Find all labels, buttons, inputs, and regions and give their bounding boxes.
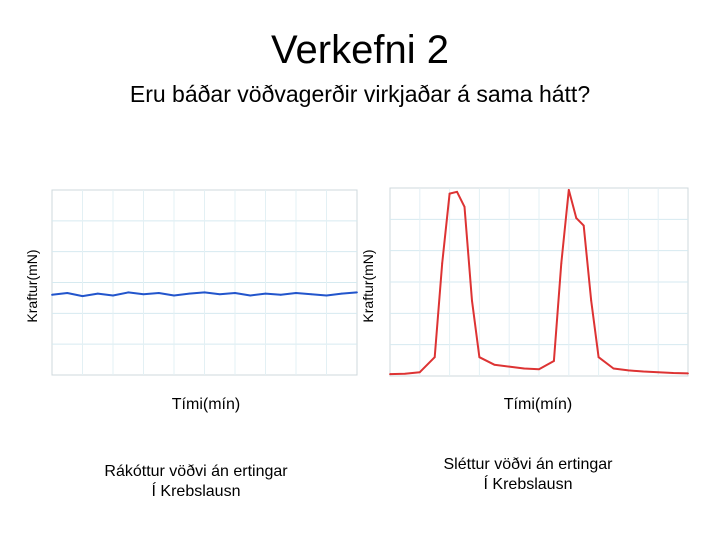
data-point: [642, 370, 645, 373]
slide-title: Verkefni 2: [271, 28, 449, 72]
data-point: [112, 294, 114, 297]
data-point: [418, 371, 421, 374]
data-point: [279, 293, 282, 296]
data-point: [310, 293, 313, 296]
data-point: [356, 291, 358, 294]
data-point: [560, 262, 563, 265]
right-y-axis-label: Kraftur(mN): [360, 249, 376, 323]
data-point: [478, 356, 481, 359]
data-point: [142, 293, 145, 296]
data-point: [687, 372, 689, 375]
left-caption-line2: Í Krebslausn: [151, 483, 241, 500]
data-point: [597, 356, 600, 359]
skeletal-muscle-chart: [51, 189, 358, 376]
data-point: [448, 192, 451, 195]
data-point: [672, 372, 674, 374]
right-x-axis-label: Tími(mín): [503, 396, 573, 413]
left-caption: Rákóttur vöðvi án ertingar Í Krebslausn: [66, 462, 326, 502]
right-caption-line2: Í Krebslausn: [483, 476, 573, 493]
data-point: [81, 295, 84, 297]
data-point: [567, 188, 570, 191]
right-caption: Sléttur vöðvi án ertingar Í Krebslausn: [398, 455, 658, 495]
data-point: [264, 292, 267, 295]
data-point: [508, 365, 511, 368]
left-caption-line1: Rákóttur vöðvi án ertingar: [104, 463, 288, 480]
data-point: [96, 292, 99, 295]
data-point: [157, 292, 160, 294]
data-point: [218, 293, 221, 296]
data-point: [575, 217, 578, 219]
data-point: [657, 371, 660, 374]
data-point: [493, 363, 496, 366]
left-y-axis-label: Kraftur(mN): [24, 249, 40, 323]
data-point: [612, 367, 615, 370]
data-point: [471, 299, 473, 302]
data-point: [66, 292, 69, 294]
data-point: [627, 369, 630, 372]
data-point: [433, 356, 436, 359]
data-point: [582, 224, 585, 227]
data-point: [553, 360, 555, 362]
data-point: [173, 294, 175, 297]
data-point: [456, 190, 458, 193]
data-point: [188, 292, 191, 295]
data-point: [203, 291, 206, 294]
data-point: [523, 367, 525, 370]
slide-subtitle: Eru báðar vöðvagerðir virkjaðar á sama h…: [129, 81, 591, 107]
data-point: [295, 292, 297, 294]
data-point: [249, 294, 252, 297]
data-point: [234, 292, 236, 294]
data-point: [389, 373, 391, 376]
data-point: [340, 292, 343, 295]
right-caption-line1: Sléttur vöðvi án ertingar: [443, 456, 613, 473]
data-point: [51, 293, 53, 296]
data-point: [127, 291, 130, 294]
data-point: [325, 294, 328, 297]
data-point: [463, 205, 466, 208]
left-x-axis-label: Tími(mín): [171, 396, 241, 413]
data-point: [404, 372, 406, 375]
data-point: [538, 368, 540, 371]
data-point: [441, 262, 444, 265]
data-point: [590, 299, 593, 302]
smooth-muscle-chart: [389, 187, 689, 377]
